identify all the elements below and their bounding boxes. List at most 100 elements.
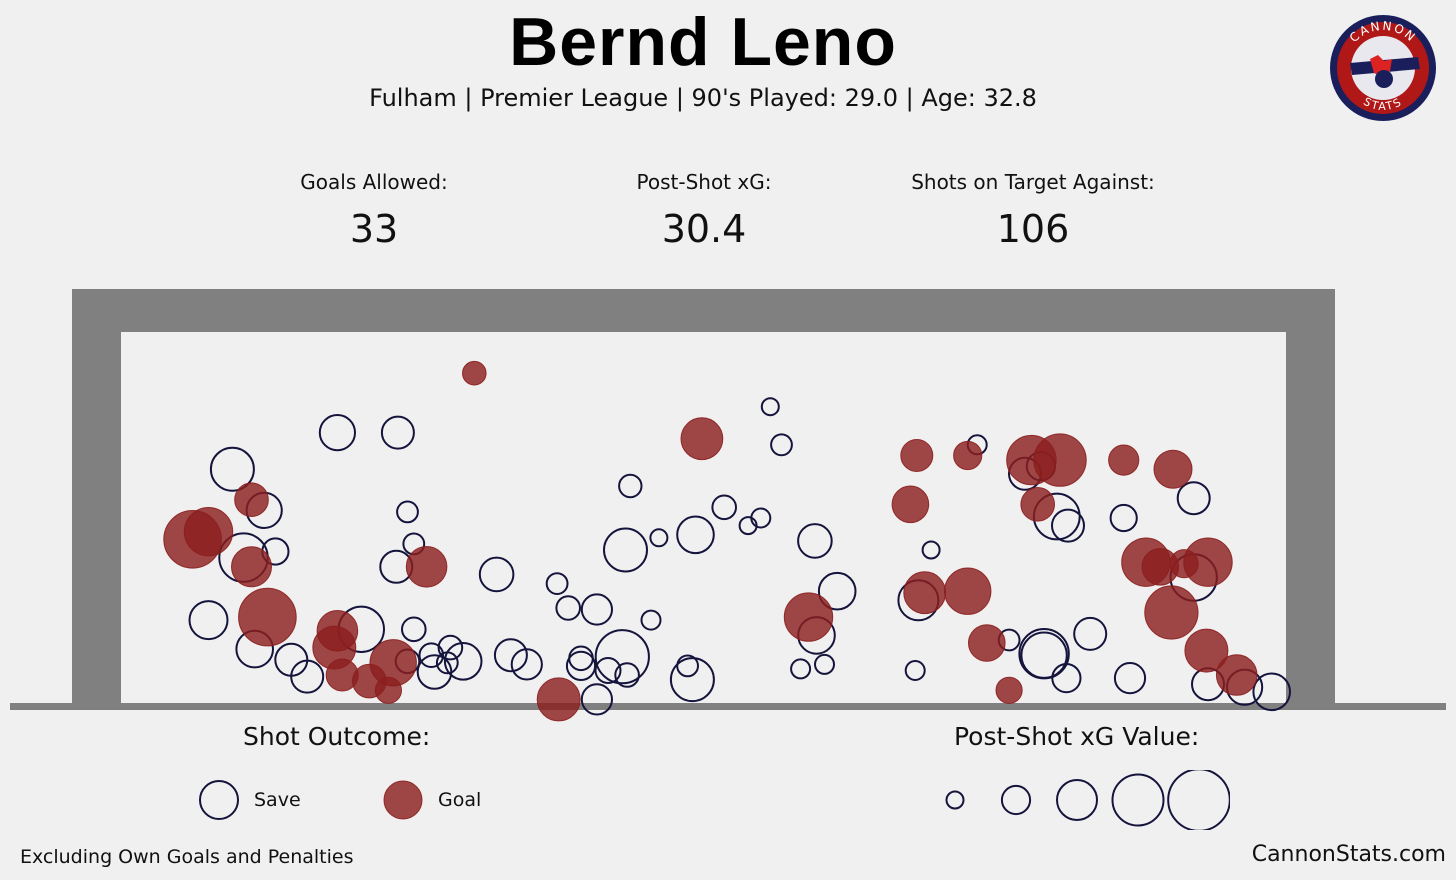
goal-shot-marker — [1121, 537, 1171, 587]
player-subtitle: Fulham | Premier League | 90's Played: 2… — [369, 84, 1037, 112]
psxg-size-legend — [945, 770, 1230, 830]
save-shot-marker — [797, 523, 833, 559]
save-shot-marker — [594, 629, 650, 685]
cannon-stats-logo: CANNON STATS — [1330, 15, 1436, 121]
save-shot-marker — [594, 657, 622, 684]
goal-shot-marker — [1033, 433, 1087, 487]
save-shot-marker — [209, 446, 255, 492]
save-shot-marker — [318, 414, 356, 452]
goal-shot-marker — [374, 676, 402, 704]
goal-shot-marker — [462, 360, 487, 386]
save-shot-marker — [649, 528, 669, 548]
svg-text:STATS: STATS — [1361, 95, 1405, 113]
goal-shot-marker — [1215, 654, 1258, 696]
save-shot-marker — [904, 660, 926, 681]
save-shot-marker — [401, 616, 427, 643]
save-shot-marker — [676, 515, 715, 555]
goal-shot-marker — [1144, 585, 1199, 640]
goals-allowed-label: Goals Allowed: — [300, 170, 448, 194]
save-shot-marker — [1252, 672, 1291, 712]
save-shot-marker — [1113, 662, 1147, 695]
psxg-size-marker — [1167, 770, 1230, 830]
save-shot-marker — [418, 642, 445, 669]
psxg-legend-title: Post-Shot xG Value: — [954, 722, 1200, 751]
psxg-size-marker — [1111, 773, 1165, 827]
save-shot-marker — [290, 659, 325, 694]
goal-shot-marker — [183, 507, 234, 557]
shot-outcome-title: Shot Outcome: — [243, 722, 431, 751]
goal-shot-marker — [903, 571, 947, 615]
goal-shot-marker — [680, 417, 724, 461]
save-shot-marker — [814, 653, 835, 675]
save-shot-marker — [1073, 616, 1108, 651]
sota-value: 106 — [996, 207, 1070, 251]
save-shot-marker — [738, 516, 758, 536]
goal-shot-marker — [995, 676, 1023, 704]
save-shot-marker — [640, 609, 662, 631]
goal-shot-marker — [783, 592, 834, 642]
save-shot-marker — [437, 634, 464, 661]
goal-shot-marker — [968, 624, 1006, 662]
save-shot-marker — [676, 654, 699, 678]
goal-shot-marker — [316, 610, 359, 652]
goal-shot-marker — [1183, 537, 1233, 587]
goal-legend-label: Goal — [438, 789, 482, 811]
save-shot-marker — [1176, 481, 1211, 516]
save-shot-marker — [603, 527, 648, 573]
save-shot-marker — [760, 397, 780, 417]
player-name: Bernd Leno — [509, 4, 897, 80]
psxg-label: Post-Shot xG: — [636, 170, 772, 194]
goal-shot-marker — [1184, 628, 1229, 673]
save-shot-marker — [188, 600, 229, 641]
save-shot-marker — [614, 662, 640, 688]
save-shot-marker — [790, 658, 812, 680]
goal-shot-marker — [953, 440, 983, 471]
save-shot-marker — [711, 494, 738, 521]
save-shot-marker — [478, 556, 515, 593]
save-shot-marker — [1051, 508, 1085, 543]
goal-shot-marker — [231, 546, 272, 588]
logo-bottom-text: STATS — [1361, 95, 1403, 113]
goals-allowed-value: 33 — [349, 207, 399, 251]
save-shot-marker — [770, 433, 793, 457]
save-shot-marker — [669, 657, 715, 703]
sota-label: Shots on Target Against: — [911, 170, 1155, 194]
goal-shot-marker — [1153, 449, 1193, 489]
goal-shot-marker — [1108, 444, 1140, 476]
footer-note: Excluding Own Goals and Penalties — [20, 846, 354, 868]
goal-shot-marker — [900, 439, 934, 472]
save-shot-marker — [1109, 503, 1138, 533]
save-shot-marker — [443, 642, 483, 681]
save-shot-marker — [493, 638, 528, 673]
goal-shot-marker — [234, 482, 269, 518]
goal-shot-marker — [1020, 487, 1055, 522]
save-shot-marker — [580, 683, 614, 716]
goal-line — [10, 703, 1446, 710]
goal-legend-marker — [383, 780, 423, 820]
save-shot-marker — [921, 540, 941, 560]
save-shot-marker — [545, 572, 569, 595]
psxg-value: 30.4 — [661, 207, 747, 251]
save-shot-marker — [618, 473, 643, 499]
goal-shot-marker — [405, 546, 448, 588]
save-shot-marker — [817, 571, 857, 611]
save-shot-marker — [1051, 663, 1082, 694]
footer-site: CannonStats.com — [1251, 842, 1446, 867]
psxg-size-marker — [1056, 779, 1098, 821]
save-shot-marker — [510, 648, 543, 681]
psxg-size-marker — [1000, 784, 1032, 816]
psxg-size-marker — [945, 790, 965, 810]
shot-markers — [163, 360, 1291, 722]
save-legend-marker — [199, 780, 239, 820]
save-shot-marker — [1020, 631, 1068, 679]
goal-shot-marker — [944, 567, 992, 615]
save-shot-marker — [565, 650, 597, 682]
goal-shot-marker — [238, 587, 297, 647]
goal-shot-marker — [536, 677, 581, 722]
goal-shot-marker — [891, 485, 930, 524]
save-legend-label: Save — [254, 789, 301, 811]
save-shot-marker — [380, 415, 415, 450]
save-shot-marker — [555, 595, 582, 621]
save-shot-marker — [580, 593, 614, 626]
